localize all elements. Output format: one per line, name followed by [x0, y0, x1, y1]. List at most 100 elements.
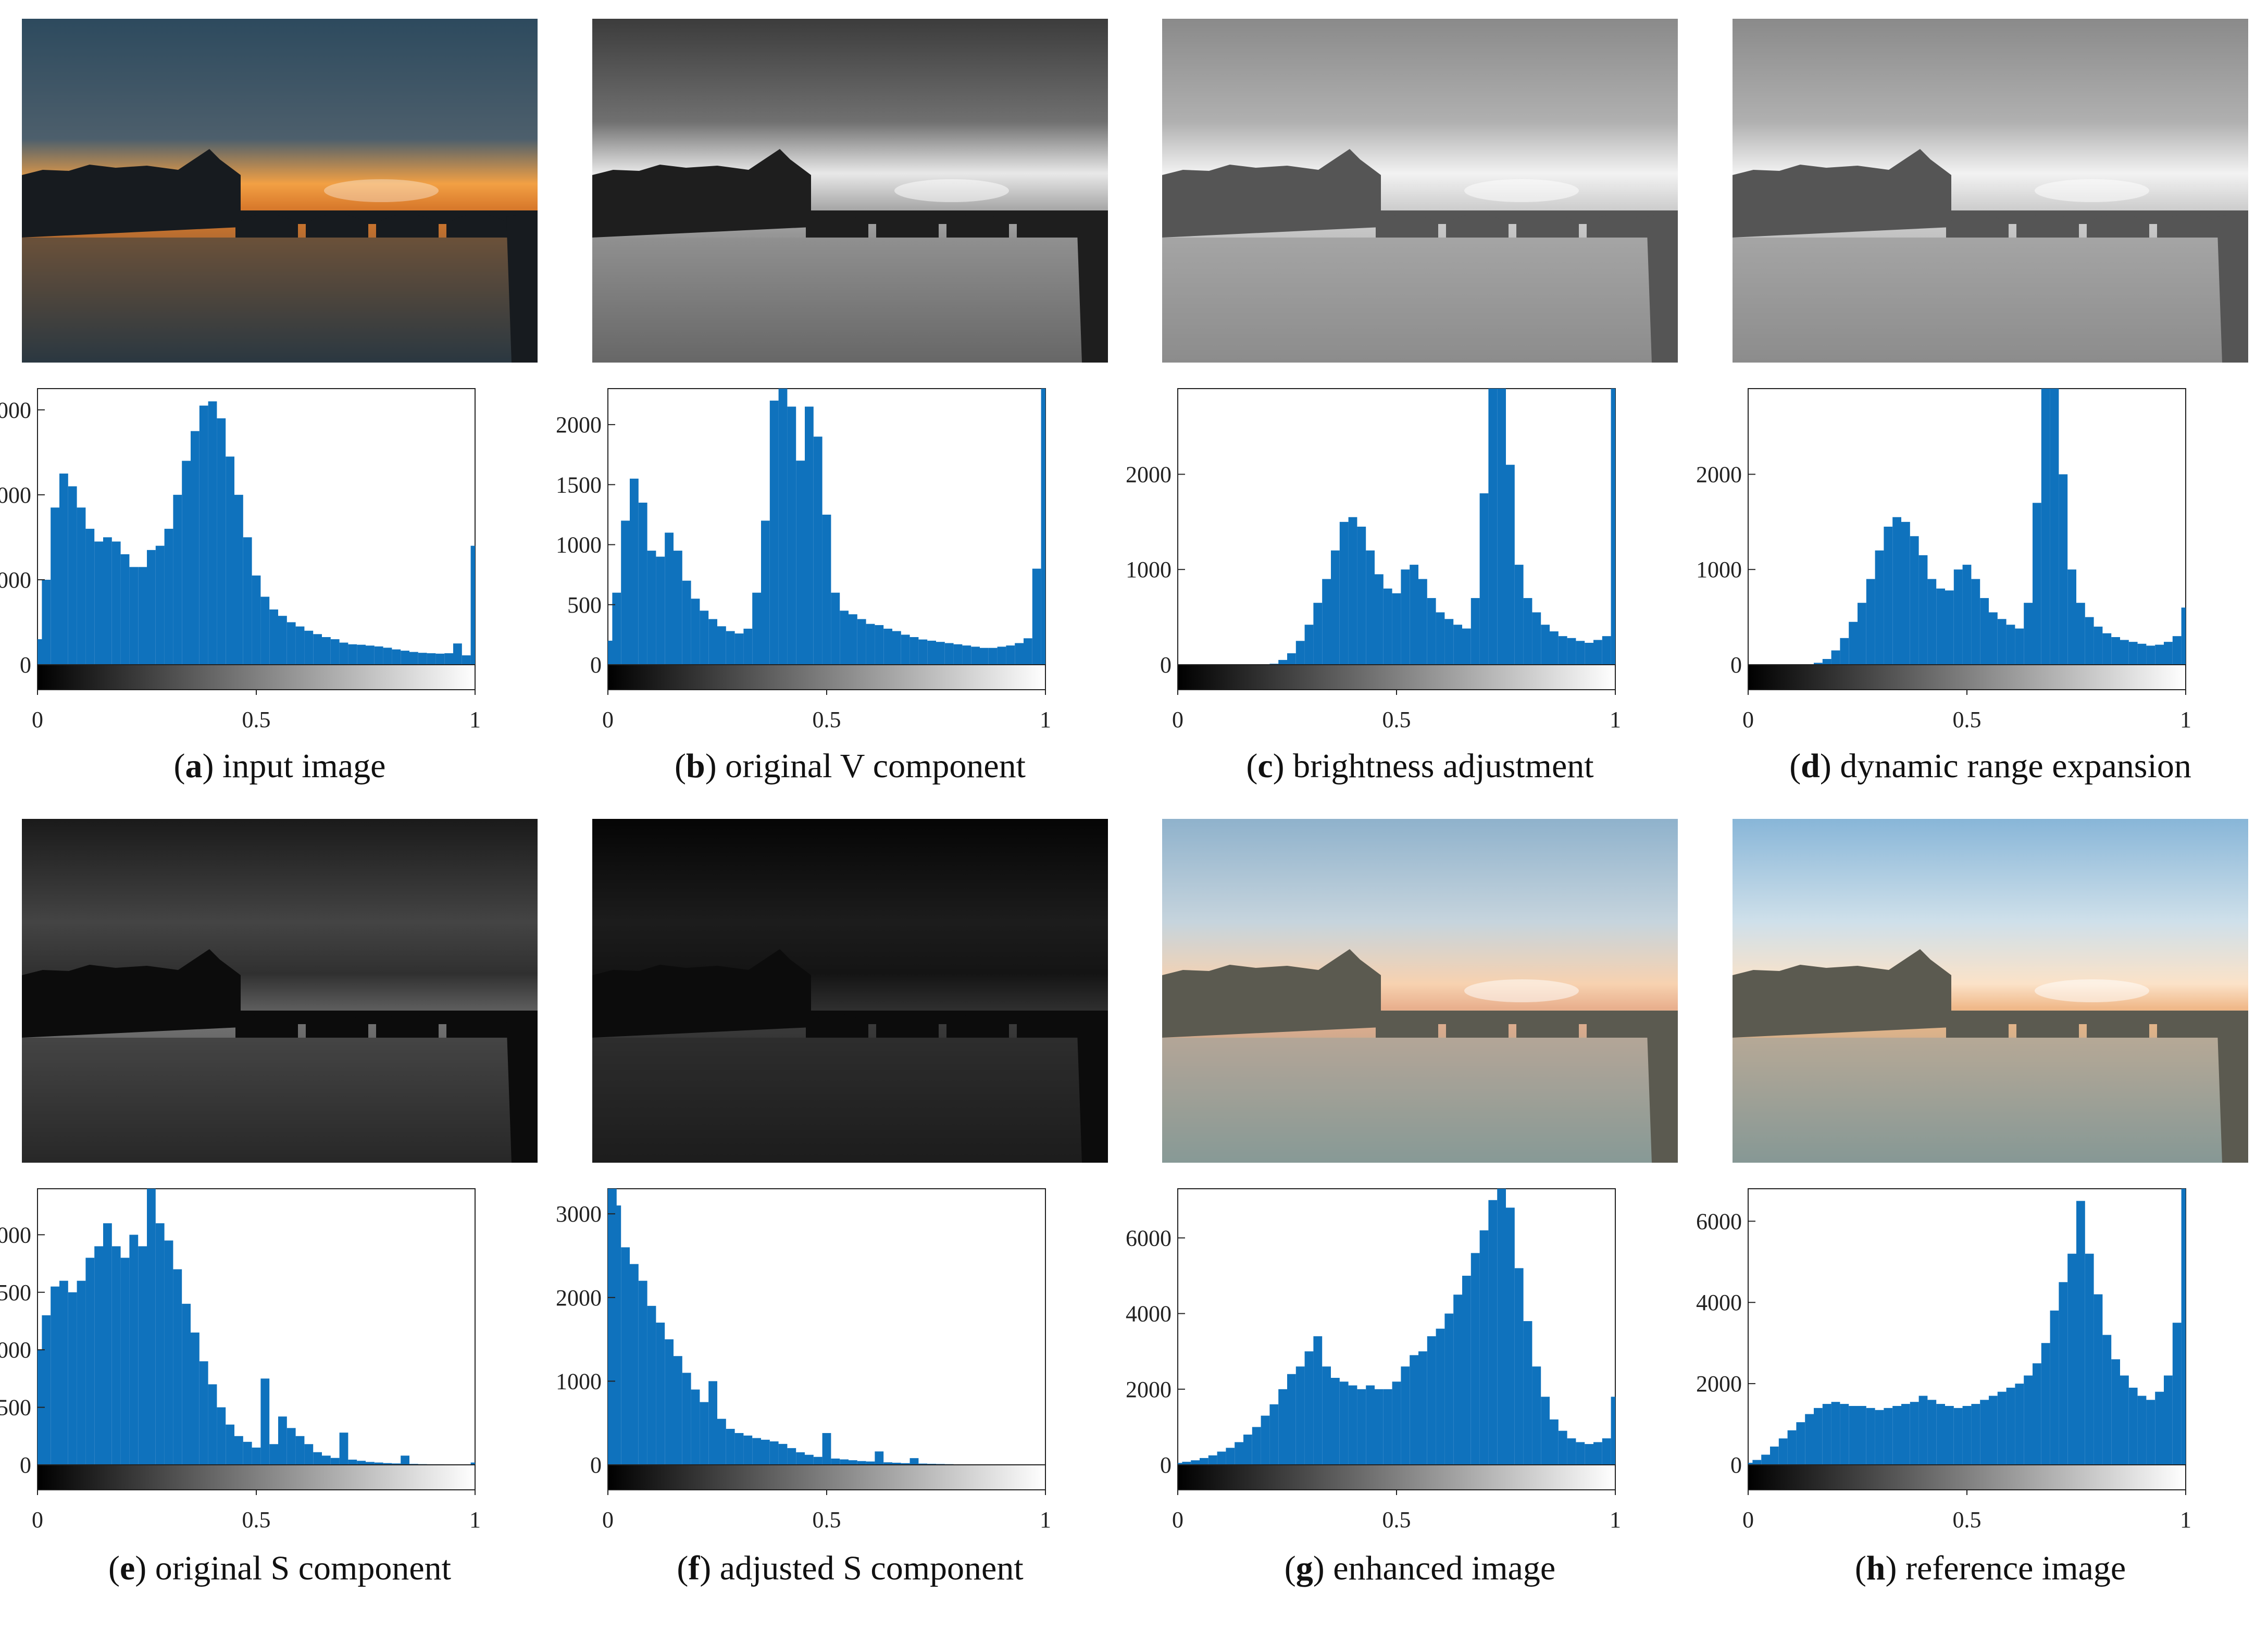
histogram-bar: [1805, 1414, 1814, 1465]
histogram-bar: [155, 545, 165, 665]
histogram-bar: [1962, 565, 1972, 665]
histogram-bar: [462, 655, 471, 665]
histogram-bar: [761, 520, 770, 665]
y-tick-label: 1500: [0, 1280, 31, 1305]
histogram-bar: [330, 1458, 340, 1465]
y-tick-label: 500: [0, 1395, 31, 1421]
histogram-bar: [77, 1280, 86, 1465]
histogram-bar: [147, 1189, 156, 1465]
histogram-bar: [1392, 1381, 1401, 1465]
histogram-bar: [805, 406, 814, 665]
histogram-bar: [883, 628, 892, 665]
panel-caption: (h) reference image: [1854, 1549, 2126, 1587]
x-tick-label: 0.5: [1953, 1507, 1982, 1533]
histogram-bar: [1410, 1355, 1418, 1465]
histogram-bar: [68, 486, 77, 665]
histogram-bar: [892, 1462, 901, 1465]
histogram-bar: [2033, 1363, 2041, 1465]
histogram-bar: [2041, 1343, 2050, 1465]
histogram-bar: [927, 640, 936, 665]
histogram-g: 0 2000 4000 6000 0 0.5 1: [1105, 1188, 1636, 1542]
y-tick-label: 1000: [1126, 557, 1172, 582]
histogram-bar: [85, 529, 95, 665]
x-tick-label: 1: [1610, 1507, 1621, 1533]
histogram-bar: [857, 1461, 866, 1465]
histogram-bar: [1295, 1366, 1305, 1465]
y-tick-label: 1000: [556, 532, 602, 558]
grayscale-colorbar: [607, 664, 1046, 690]
histogram-bar: [1849, 621, 1858, 665]
histogram-bar: [1849, 1405, 1858, 1465]
river-bridge-enhanced-photo-icon: [1162, 819, 1678, 1163]
histogram-bar: [2015, 1384, 2024, 1465]
y-tick-label: 1500: [556, 472, 602, 497]
histogram-bar: [401, 1455, 409, 1465]
histogram-bar: [1178, 1463, 1187, 1465]
histogram-bar: [243, 537, 252, 665]
histogram-bar: [1858, 1405, 1866, 1465]
x-tick-label: 1: [1610, 707, 1621, 732]
histogram-bar: [269, 609, 278, 665]
histogram-bar: [1989, 612, 1998, 665]
y-tick-label: 2000: [0, 567, 31, 593]
histogram-bar: [1602, 1438, 1611, 1465]
histogram-bar: [120, 1258, 130, 1465]
histogram-bar: [752, 1438, 761, 1465]
histogram-bar: [173, 1269, 182, 1465]
histogram-bar: [901, 1463, 910, 1465]
histogram-bar: [743, 628, 753, 665]
histogram-bar: [1427, 598, 1436, 665]
histogram-bar: [1884, 527, 1893, 665]
panel-caption-text: enhanced image: [1333, 1549, 1556, 1587]
histogram-bar: [260, 1378, 270, 1465]
histogram-bar: [366, 645, 375, 665]
panel-letter: e: [119, 1549, 135, 1587]
histogram-bar: [656, 556, 665, 665]
photo-canvas: [22, 819, 538, 1163]
histogram-bar: [1971, 1404, 1980, 1465]
histogram-bar: [2137, 643, 2147, 665]
histogram-bar: [1831, 650, 1840, 665]
histogram-bar: [339, 1433, 348, 1465]
histogram-bar: [1980, 598, 1989, 665]
histogram-bar: [1278, 659, 1287, 665]
histogram-bar: [252, 575, 261, 665]
histogram-bar: [1761, 1454, 1770, 1465]
histogram-bar: [953, 644, 963, 665]
histogram-bar: [1401, 1366, 1410, 1465]
x-tick-label: 0.5: [1382, 1507, 1411, 1533]
histogram-bar: [1918, 555, 1928, 665]
histogram-bar: [191, 1333, 200, 1465]
panel-caption-text: original S component: [155, 1549, 452, 1587]
histogram-bar: [374, 646, 383, 665]
panel-letter: h: [1866, 1549, 1886, 1587]
histogram-bar: [2164, 642, 2173, 665]
histogram-bar: [339, 642, 348, 665]
x-tick-label: 0: [602, 1507, 614, 1533]
y-tick-label: 500: [567, 592, 602, 618]
histogram-bar: [191, 431, 200, 665]
histogram-bar: [226, 456, 234, 665]
histogram-bar: [875, 625, 884, 665]
histogram-bar: [1936, 1404, 1945, 1465]
histogram-bar: [1858, 603, 1866, 665]
panel-caption: (b) original V component: [674, 747, 1026, 785]
histogram-bar: [988, 648, 998, 665]
panel-letter: f: [688, 1549, 700, 1587]
histogram-bar: [173, 494, 182, 665]
histogram-bar: [1831, 1402, 1840, 1465]
histogram-bar: [2155, 1391, 2164, 1465]
histogram-bar: [638, 502, 647, 665]
panel-caption: (a) input image: [173, 747, 386, 785]
photo-canvas: [592, 19, 1108, 363]
histogram-bar: [2024, 1375, 2033, 1465]
histogram-bar: [936, 642, 945, 665]
histogram-bar: [129, 1235, 139, 1465]
histogram-h: 0 2000 4000 6000 0 0.5 1: [1675, 1188, 2207, 1542]
histogram-bar: [1611, 1397, 1615, 1465]
histogram-chart: 0 1000 2000 0 0.5 1: [1696, 388, 2191, 732]
grayscale-colorbar: [1748, 1464, 2186, 1490]
histogram-bar: [822, 514, 831, 665]
histogram-bar: [2093, 1294, 2103, 1465]
